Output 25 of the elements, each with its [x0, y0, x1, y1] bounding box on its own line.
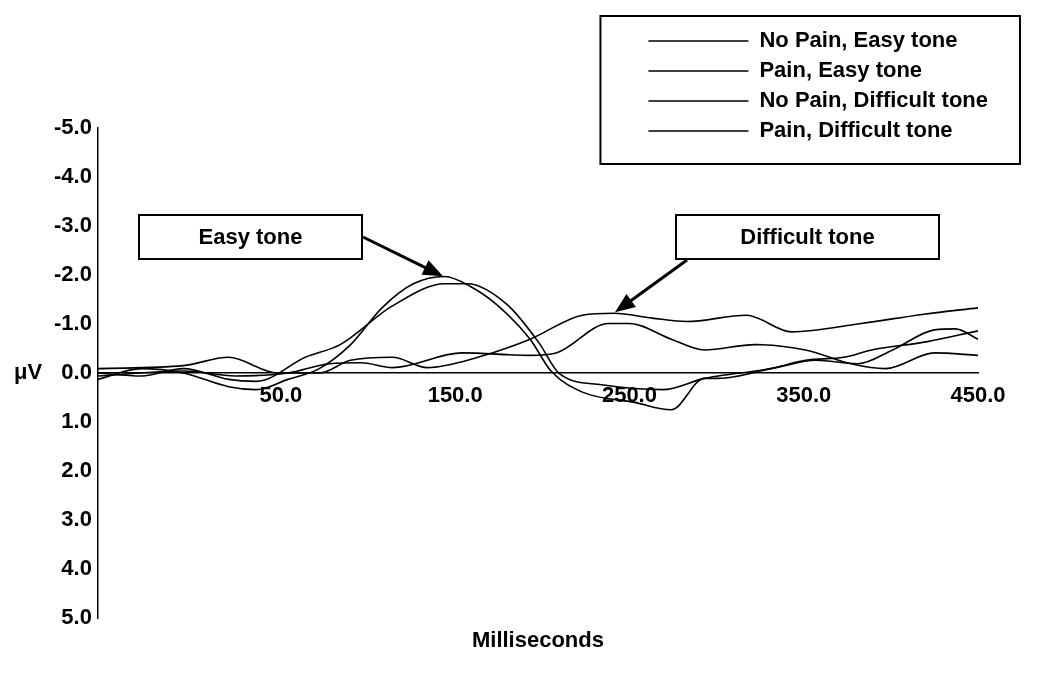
y-tick-label: 0.0	[61, 359, 92, 385]
x-tick-label: 150.0	[427, 382, 483, 408]
callout-box: Easy tone	[138, 213, 363, 260]
y-tick-label: -5.0	[53, 114, 92, 140]
y-tick-label: 2.0	[61, 457, 92, 483]
legend-label: No Pain, Difficult tone	[759, 87, 989, 113]
x-tick-label: 50.0	[259, 382, 303, 408]
y-tick-label: 4.0	[61, 555, 92, 581]
y-tick-label: 3.0	[61, 506, 92, 532]
y-tick-label: -3.0	[53, 212, 92, 238]
legend-label: Pain, Difficult tone	[759, 117, 953, 143]
annotation: Difficult tone	[740, 223, 875, 250]
y-tick-label: 1.0	[61, 408, 92, 434]
legend-label: No Pain, Easy tone	[759, 27, 958, 53]
y-tick-label: 5.0	[61, 604, 92, 630]
x-axis-title: Milliseconds	[471, 627, 604, 653]
y-tick-label: -2.0	[53, 261, 92, 287]
callout-box: Difficult tone	[675, 213, 940, 260]
x-tick-label: 350.0	[776, 382, 832, 408]
y-tick-label: -1.0	[53, 310, 92, 336]
y-axis-title: μV	[14, 359, 43, 385]
legend-label: Pain, Easy tone	[759, 57, 923, 83]
y-tick-label: -4.0	[53, 163, 92, 189]
x-tick-label: 450.0	[950, 382, 1006, 408]
annotation: Easy tone	[198, 223, 303, 250]
